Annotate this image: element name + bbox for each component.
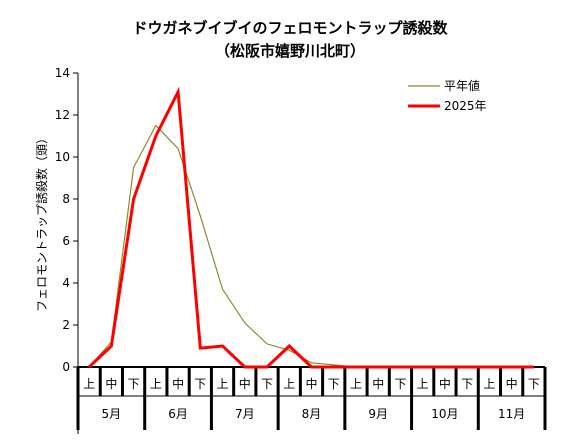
y-axis-label: フェロモントラップ誘殺数（頭） bbox=[34, 132, 49, 312]
x-category-label: 下 bbox=[128, 377, 140, 391]
y-tick-label: 4 bbox=[62, 276, 70, 290]
x-category-label: 上 bbox=[350, 377, 362, 391]
x-category-label: 中 bbox=[372, 376, 384, 391]
x-category-label: 上 bbox=[417, 377, 429, 391]
x-category-label: 上 bbox=[83, 377, 95, 391]
x-category-label: 中 bbox=[506, 376, 518, 391]
x-category-label: 上 bbox=[483, 377, 495, 391]
y-tick-label: 6 bbox=[62, 234, 70, 248]
x-month-label: 8月 bbox=[302, 407, 322, 421]
x-month-label: 6月 bbox=[168, 407, 188, 421]
x-category-label: 上 bbox=[217, 377, 229, 391]
y-tick-label: 12 bbox=[55, 108, 70, 122]
series-line-average bbox=[88, 124, 534, 368]
x-category-label: 中 bbox=[105, 376, 117, 391]
x-month-label: 5月 bbox=[102, 407, 122, 421]
x-category-label: 上 bbox=[283, 377, 295, 391]
x-category-label: 下 bbox=[261, 377, 273, 391]
x-category-label: 中 bbox=[305, 376, 317, 391]
x-month-label: 7月 bbox=[235, 407, 255, 421]
x-month-label: 11月 bbox=[498, 407, 525, 421]
y-tick-label: 10 bbox=[55, 150, 70, 164]
x-category-label: 下 bbox=[461, 377, 473, 391]
x-category-label: 下 bbox=[394, 377, 406, 391]
y-tick-label: 2 bbox=[62, 318, 70, 332]
x-category-label: 上 bbox=[150, 377, 162, 391]
x-category-label: 下 bbox=[528, 377, 540, 391]
chart-title: ドウガネブイブイのフェロモントラップ誘殺数 bbox=[132, 19, 448, 37]
chart-subtitle: （松阪市嬉野川北町） bbox=[215, 42, 365, 60]
y-tick-label: 8 bbox=[62, 192, 70, 206]
x-month-label: 9月 bbox=[368, 407, 388, 421]
x-category-label: 中 bbox=[439, 376, 451, 391]
legend-label: 平年値 bbox=[444, 78, 480, 93]
y-tick-label: 0 bbox=[62, 360, 70, 374]
y-tick-label: 14 bbox=[55, 66, 70, 80]
x-category-label: 中 bbox=[239, 376, 251, 391]
x-category-label: 下 bbox=[194, 377, 206, 391]
legend-label: 2025年 bbox=[444, 99, 487, 113]
x-category-label: 下 bbox=[328, 377, 340, 391]
series-line-2025 bbox=[88, 86, 534, 369]
x-category-label: 中 bbox=[172, 376, 184, 391]
x-month-label: 10月 bbox=[431, 407, 458, 421]
